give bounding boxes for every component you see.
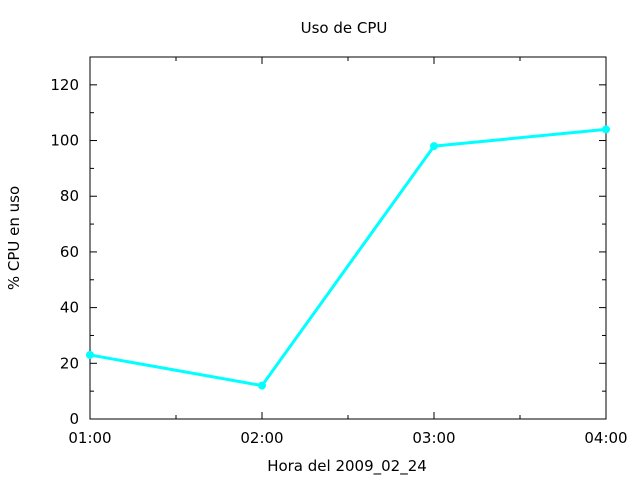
x-tick-label: 01:00 xyxy=(68,429,111,447)
chart-title: Uso de CPU xyxy=(301,19,388,37)
y-tick-label: 40 xyxy=(60,299,79,317)
cpu-usage-series-line xyxy=(89,127,607,388)
y-tick-label: 120 xyxy=(50,76,79,94)
data-point xyxy=(430,142,438,151)
y-tick-label: 100 xyxy=(50,132,79,150)
x-axis-label: Hora del 2009_02_24 xyxy=(267,457,427,476)
x-tick-label: 03:00 xyxy=(412,429,455,447)
data-point xyxy=(86,350,94,359)
y-tick-label: 0 xyxy=(69,410,79,428)
x-tick-label: 04:00 xyxy=(584,429,627,447)
x-tick-label: 02:00 xyxy=(240,429,283,447)
y-tick-label: 20 xyxy=(60,354,79,372)
data-point xyxy=(258,381,266,390)
y-tick-label: 60 xyxy=(60,243,79,261)
plot-frame xyxy=(89,56,607,420)
y-axis-label: % CPU en uso xyxy=(5,186,23,290)
data-point xyxy=(602,125,610,134)
y-tick-label: 80 xyxy=(60,187,79,205)
